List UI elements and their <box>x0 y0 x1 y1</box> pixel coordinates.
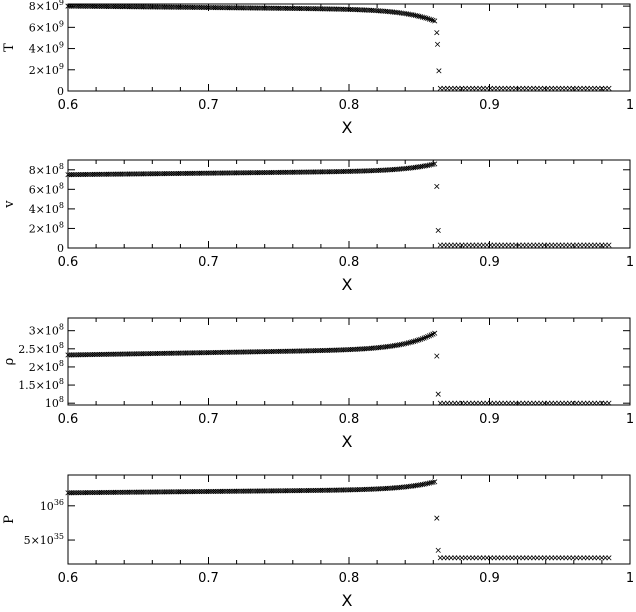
data-point <box>606 400 612 406</box>
data-point <box>425 16 431 22</box>
y-tick-label: 4×109 <box>29 41 64 56</box>
data-point <box>434 41 441 47</box>
data-point <box>435 391 441 397</box>
data-point <box>414 337 420 344</box>
x-tick-label: 0.6 <box>58 571 79 586</box>
data-point <box>428 17 434 23</box>
x-tick-label: 0.6 <box>58 98 79 113</box>
y-tick-label: 8×108 <box>29 162 64 177</box>
x-tick-label: 0.7 <box>198 255 219 270</box>
data-point <box>418 336 424 342</box>
y-tick-label: 5×1035 <box>24 532 64 547</box>
data-point <box>421 14 427 21</box>
data-series <box>65 161 612 248</box>
y-tick-label: 0 <box>57 242 64 255</box>
y-tick-label: 2×108 <box>29 359 64 374</box>
data-point <box>434 30 440 36</box>
data-point <box>423 15 429 21</box>
data-point <box>435 547 441 553</box>
panel-t: 0.6 0.7 0.8 0.9 1 0 2×109 4×109 6×109 8×109 X T <box>2 0 634 137</box>
data-point <box>606 85 612 91</box>
x-tick-label: 1 <box>626 412 634 427</box>
x-tick-label: 1 <box>626 571 634 586</box>
y-tick-label: 108 <box>45 395 64 410</box>
data-point <box>412 338 418 344</box>
data-point <box>421 335 427 341</box>
y-tick-label: 2×109 <box>29 62 64 77</box>
x-tick-label: 0.9 <box>479 98 500 113</box>
x-tick-label: 0.8 <box>339 571 360 586</box>
data-point <box>434 515 440 521</box>
x-tick-label: 0.8 <box>339 412 360 427</box>
y-tick-label: 4×108 <box>29 201 64 216</box>
plot-frame <box>67 3 631 92</box>
data-point <box>432 330 438 336</box>
x-axis-label: X <box>342 275 353 294</box>
data-point <box>435 227 441 233</box>
data-series <box>65 479 612 561</box>
y-axis-label: v <box>2 200 17 209</box>
data-point <box>606 555 612 561</box>
data-point <box>436 68 442 74</box>
x-tick-label: 0.9 <box>479 571 500 586</box>
x-tick-label: 0.7 <box>198 571 219 586</box>
data-point <box>426 16 433 22</box>
data-point <box>432 18 438 24</box>
y-tick-label: 6×108 <box>29 181 64 196</box>
x-tick-label: 0.8 <box>339 98 360 113</box>
data-point <box>416 337 422 343</box>
x-tick-label: 1 <box>626 255 634 270</box>
panel-v: 0.6 0.7 0.8 0.9 1 0 2×108 4×108 6×108 8×108 Xv <box>2 159 634 294</box>
x-axis-label: X <box>342 591 353 610</box>
data-point <box>430 479 436 485</box>
y-tick-label: 0 <box>57 85 64 98</box>
x-tick-label: 0.8 <box>339 255 360 270</box>
x-tick-label: 0.6 <box>58 255 79 270</box>
y-tick-label: 8×109 <box>29 0 64 13</box>
panel-rho: 0.6 0.7 0.8 0.9 1 108 1.5×108 2×108 2.5×108 3×108… <box>2 317 634 451</box>
y-tick-label: 6×109 <box>29 19 64 34</box>
x-tick-label: 0.6 <box>58 412 79 427</box>
data-point <box>432 161 438 167</box>
x-tick-label: 0.7 <box>198 412 219 427</box>
data-point <box>434 353 440 359</box>
data-series <box>65 3 612 91</box>
y-tick-label: 1036 <box>40 498 64 513</box>
data-point <box>419 336 426 342</box>
y-axis-label: T <box>2 43 17 52</box>
y-tick-label: 1.5×108 <box>18 377 64 392</box>
x-axis-label: X <box>342 118 353 137</box>
data-point <box>606 242 612 248</box>
data-point <box>430 161 436 167</box>
y-tick-label: 3×108 <box>29 323 64 338</box>
data-point <box>423 334 429 340</box>
y-axis-label: ρ <box>2 358 17 366</box>
data-point <box>434 183 440 189</box>
y-tick-label: 2×108 <box>29 220 64 235</box>
data-series <box>65 330 612 406</box>
x-axis-label: X <box>342 432 353 451</box>
data-point <box>411 338 417 345</box>
y-tick-label: 2.5×108 <box>18 341 64 356</box>
x-tick-label: 0.7 <box>198 98 219 113</box>
panel-p: 0.6 0.7 0.8 0.9 1 5×1035 1036 X P <box>2 474 634 610</box>
x-tick-label: 0.9 <box>479 412 500 427</box>
data-point <box>430 17 436 23</box>
y-axis-label: P <box>2 515 17 524</box>
x-tick-label: 0.9 <box>479 255 500 270</box>
x-tick-label: 1 <box>626 98 634 113</box>
data-point <box>432 479 438 485</box>
plot-frame <box>67 317 631 406</box>
